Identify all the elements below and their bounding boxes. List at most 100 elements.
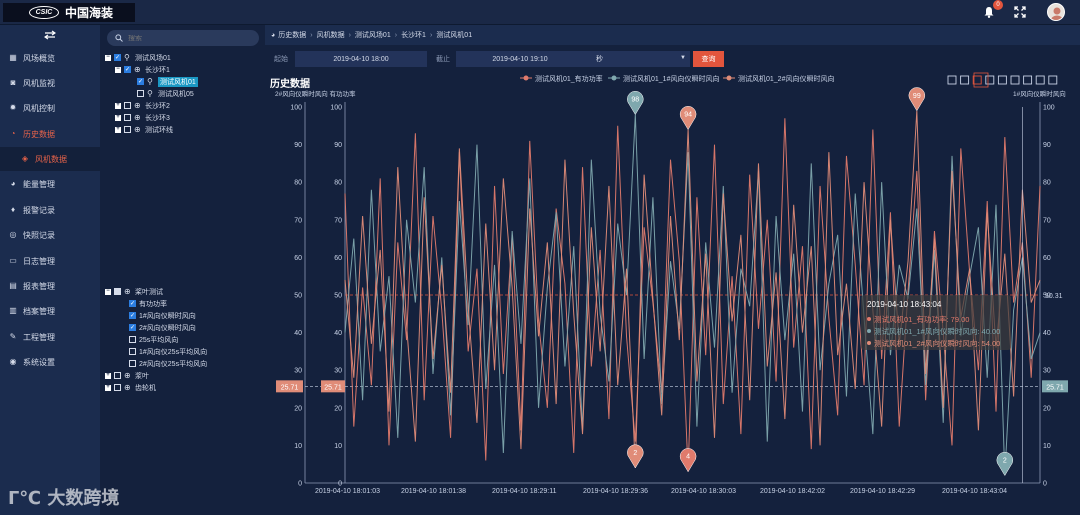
sidebar-item-projects[interactable]: ✎ 工程管理 <box>9 332 55 342</box>
log-icon: ▭ <box>9 256 17 265</box>
expand-icon[interactable]: + <box>115 126 121 133</box>
breadcrumb-item[interactable]: 历史数据 <box>278 32 307 39</box>
checkbox[interactable] <box>129 336 136 343</box>
y-tick-label-left: 60 <box>294 255 302 262</box>
checkbox[interactable]: ✓ <box>124 66 131 73</box>
breadcrumb-item[interactable]: 测试风场01 <box>354 32 391 39</box>
checkbox[interactable]: ✓ <box>114 54 121 61</box>
sidebar-item-energy[interactable]: ◕ 能量管理 <box>0 172 100 196</box>
tooltip-time: 2019-04-10 18:43:04 <box>867 300 942 309</box>
history-icon: ◔ <box>10 129 16 138</box>
crosshair-label-inner: 25.71 <box>324 384 342 391</box>
wrench-icon: ✎ <box>9 332 17 341</box>
sidebar-item-turbine-data[interactable]: ◈ 风机数据 <box>0 147 100 171</box>
query-button[interactable]: 查询 <box>693 51 724 67</box>
legend-marker <box>611 75 617 81</box>
checkbox[interactable] <box>124 114 131 121</box>
tree-node-turbine05[interactable]: ⚲ 测试风机05 <box>137 88 194 99</box>
legend-marker <box>726 75 732 81</box>
tree-search[interactable] <box>107 30 259 46</box>
breadcrumb-item: 测试风机01 <box>436 32 473 39</box>
checkbox[interactable] <box>137 90 144 97</box>
y-tick-label-right: 70 <box>1043 217 1051 224</box>
sidebar-item-control[interactable]: ✹ 风机控制 <box>9 103 55 113</box>
ring-icon: ⊕ <box>134 112 141 122</box>
sidebar-item-snapshots[interactable]: ◎ 快照记录 <box>9 230 56 240</box>
breadcrumb-item[interactable]: 风机数据 <box>316 32 345 39</box>
checkbox[interactable]: ✓ <box>137 78 144 85</box>
y-tick-label-right: 60 <box>1043 255 1051 262</box>
tooltip-box <box>861 295 1011 350</box>
param-vane2-direction[interactable]: ✓ 2#风向仪瞬时风向 <box>129 324 196 332</box>
series-line-1 <box>344 114 1041 476</box>
checkbox[interactable] <box>114 384 121 391</box>
end-time-input[interactable]: 2019-04-10 19:10 <box>456 51 584 67</box>
param-group-blade[interactable]: + ⊕ 浆叶 <box>105 370 149 380</box>
notification-badge: 0 <box>993 0 1003 10</box>
sidebar-item-history[interactable]: ◔ 历史数据 <box>0 122 100 146</box>
y-tick-label-right: 0 <box>1043 481 1047 488</box>
tree-node-ring2[interactable]: + ⊕ 长沙环2 <box>115 100 170 110</box>
crosshair-label-inner-bg <box>321 380 345 393</box>
bell-icon[interactable] <box>983 6 995 18</box>
checkbox[interactable] <box>129 360 136 367</box>
fullscreen-icon[interactable] <box>1014 6 1026 18</box>
collapse-icon[interactable]: − <box>105 54 111 61</box>
checkbox[interactable] <box>114 372 121 379</box>
collapse-toggle-icon[interactable] <box>44 30 56 40</box>
legend-marker <box>523 75 529 81</box>
sidebar-item-monitor[interactable]: ◙ 风机监视 <box>0 71 100 95</box>
checkbox[interactable] <box>124 102 131 109</box>
breadcrumb-item[interactable]: 长沙环1 <box>401 32 426 39</box>
sidebar-item-overview[interactable]: ▦ 风场概览 <box>9 53 55 63</box>
tooltip-row: 测试风机01_有功功率: 79.00 <box>874 314 969 324</box>
history-chart[interactable]: 测试风机01_有功功率 测试风机01_1#风向仪瞬时风向 测试风机01_2#风向仪瞬… <box>265 25 1080 515</box>
avatar[interactable] <box>1047 3 1065 21</box>
expand-icon[interactable]: + <box>105 384 111 391</box>
checkbox[interactable] <box>114 288 121 295</box>
tree-node-ring1[interactable]: − ✓ ⊕ 长沙环1 <box>115 64 170 74</box>
sidebar-item-alarms[interactable]: ♦ 报警记录 <box>0 198 100 222</box>
unit-select[interactable]: 秒 ▼ <box>584 51 690 67</box>
checkbox[interactable]: ✓ <box>129 312 136 319</box>
search-input[interactable] <box>128 34 248 42</box>
watermark-logo: ᒥ℃ 大数跨境 <box>8 488 120 509</box>
checkbox[interactable]: ✓ <box>129 300 136 307</box>
sidebar-item-reports[interactable]: ▤ 报表管理 <box>9 281 55 291</box>
stack-icon <box>1010 75 1020 85</box>
param-active-power[interactable]: ✓ 有功功率 <box>129 300 167 308</box>
checkbox[interactable] <box>124 126 131 133</box>
logo: CSIC 中国海装 <box>3 3 135 22</box>
expand-icon[interactable]: + <box>115 102 121 109</box>
param-vane2-25s-avg[interactable]: 2#风向仪25s平均风向 <box>129 358 207 369</box>
tree-node-farm[interactable]: − ✓ ⚲ 测试风场01 <box>105 52 171 62</box>
tree-node-turbine01[interactable]: ✓ ⚲ 测试风机01 <box>137 76 198 87</box>
restore-icon <box>1035 75 1045 85</box>
param-vane1-25s-avg[interactable]: 1#风向仪25s平均风向 <box>129 346 207 357</box>
start-label: 起始 <box>274 56 288 63</box>
sidebar-item-archives[interactable]: ▥ 档案管理 <box>9 306 55 316</box>
checkbox[interactable]: ✓ <box>129 324 136 331</box>
grid-icon: ▦ <box>9 53 17 62</box>
marker-label: 94 <box>684 112 692 119</box>
marker-label: 98 <box>631 97 639 104</box>
collapse-icon[interactable]: − <box>105 288 111 295</box>
zoom-reset-icon <box>960 75 970 85</box>
line-type-icon <box>985 75 995 85</box>
sidebar-item-logs[interactable]: ▭ 日志管理 <box>9 256 55 266</box>
start-time-input[interactable]: 2019-04-10 18:00 <box>295 51 427 67</box>
sidebar-item-settings[interactable]: ◉ 系统设置 <box>9 357 56 367</box>
tree-node-ring3[interactable]: + ⊕ 长沙环3 <box>115 112 170 122</box>
expand-icon[interactable]: + <box>115 114 121 121</box>
checkbox[interactable] <box>129 348 136 355</box>
x-tick-label: 2019-04-10 18:01:03 <box>315 488 380 495</box>
param-vane1-direction[interactable]: ✓ 1#风向仪瞬时风向 <box>129 312 196 320</box>
y-tick-label-inner: 10 <box>334 443 342 450</box>
y-tick-label-inner: 80 <box>334 180 342 187</box>
param-25s-avg[interactable]: 25s平均风向 <box>129 334 178 345</box>
param-group-gear[interactable]: + ⊕ 齿轮机 <box>105 382 156 392</box>
collapse-icon[interactable]: − <box>115 66 121 73</box>
param-group-blade-test[interactable]: − ⊕ 桨叶测试 <box>105 286 163 296</box>
tree-node-testline[interactable]: + ⊕ 测试环线 <box>115 124 173 134</box>
expand-icon[interactable]: + <box>105 372 111 379</box>
